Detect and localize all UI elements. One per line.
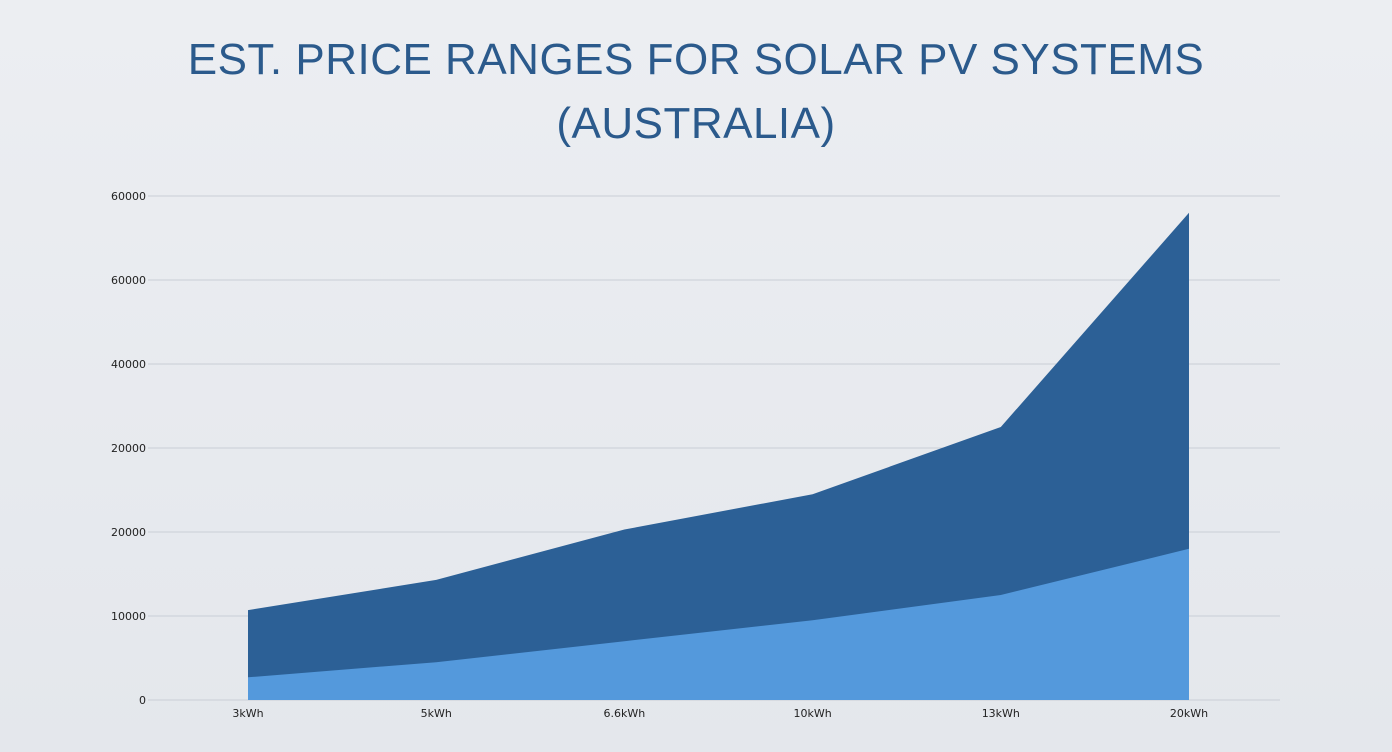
y-tick-label: 60000	[111, 190, 146, 203]
lower-price-area	[248, 548, 1189, 700]
x-tick-label: 5kWh	[421, 707, 452, 720]
y-tick-label: 20000	[111, 442, 146, 455]
x-tick-label: 6.6kWh	[604, 707, 646, 720]
y-tick-label: 40000	[111, 358, 146, 371]
y-tick-label: 20000	[111, 526, 146, 539]
y-tick-label: 60000	[111, 274, 146, 287]
y-tick-label: 10000	[111, 610, 146, 623]
x-tick-label: 10kWh	[793, 707, 831, 720]
y-tick-label: 0	[139, 694, 146, 707]
y-axis-tick-labels: 0 10000 20000 20000 40000 60000 60000	[111, 190, 146, 707]
chart-title-line-2: (AUSTRALIA)	[556, 99, 836, 148]
upper-price-area	[248, 212, 1189, 701]
chart-title: EST. PRICE RANGES FOR SOLAR PV SYSTEMS (…	[0, 28, 1392, 156]
x-tick-label: 20kWh	[1170, 707, 1208, 720]
chart-title-line-1: EST. PRICE RANGES FOR SOLAR PV SYSTEMS	[187, 35, 1205, 84]
x-tick-label: 3kWh	[232, 707, 263, 720]
x-tick-label: 13kWh	[982, 707, 1020, 720]
series-areas	[248, 212, 1189, 701]
x-axis-tick-labels: 3kWh 5kWh 6.6kWh 10kWh 13kWh 20kWh	[232, 707, 1208, 720]
